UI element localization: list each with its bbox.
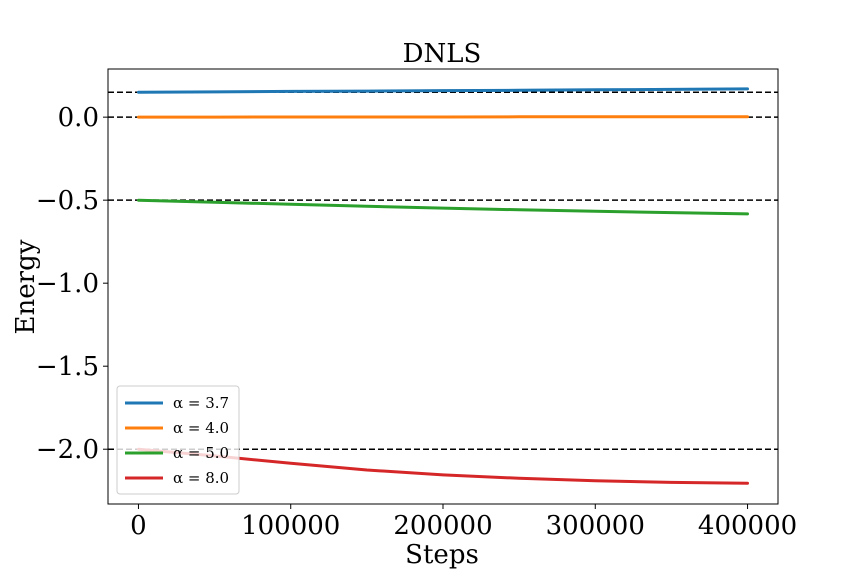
x-tick-label: 100000 <box>241 511 340 541</box>
y-tick-label: 0.0 <box>58 103 99 133</box>
legend-box <box>116 385 240 495</box>
series-line-2 <box>137 198 749 216</box>
y-tick-label: −2.0 <box>36 435 99 465</box>
y-tick-label: −0.5 <box>36 186 99 216</box>
legend-label: α = 8.0 <box>173 469 229 487</box>
y-axis-label: Energy <box>11 239 41 334</box>
series-line-3 <box>137 447 749 485</box>
series-lines <box>137 87 749 485</box>
y-tick-label: −1.5 <box>36 352 99 382</box>
x-axis-label: Steps <box>405 540 479 570</box>
x-tick-label: 0 <box>130 511 147 541</box>
plot-frame <box>107 68 779 505</box>
x-tick-label: 200000 <box>393 511 492 541</box>
legend-label: α = 5.0 <box>173 444 229 462</box>
y-tick-label: −1.0 <box>36 269 99 299</box>
series-line-0 <box>137 87 749 94</box>
chart-title: DNLS <box>403 39 482 69</box>
axis-ticks: 0 100000 200000 300000 400000 0.0 −0.5 −1.0 −1.5… <box>36 103 797 541</box>
legend: α = 3.7 α = 4.0 α = 5.0 α = 8.0 <box>116 385 240 495</box>
x-tick-label: 400000 <box>698 511 797 541</box>
legend-label: α = 4.0 <box>173 419 229 437</box>
x-tick-label: 300000 <box>546 511 645 541</box>
legend-label: α = 3.7 <box>173 394 229 412</box>
